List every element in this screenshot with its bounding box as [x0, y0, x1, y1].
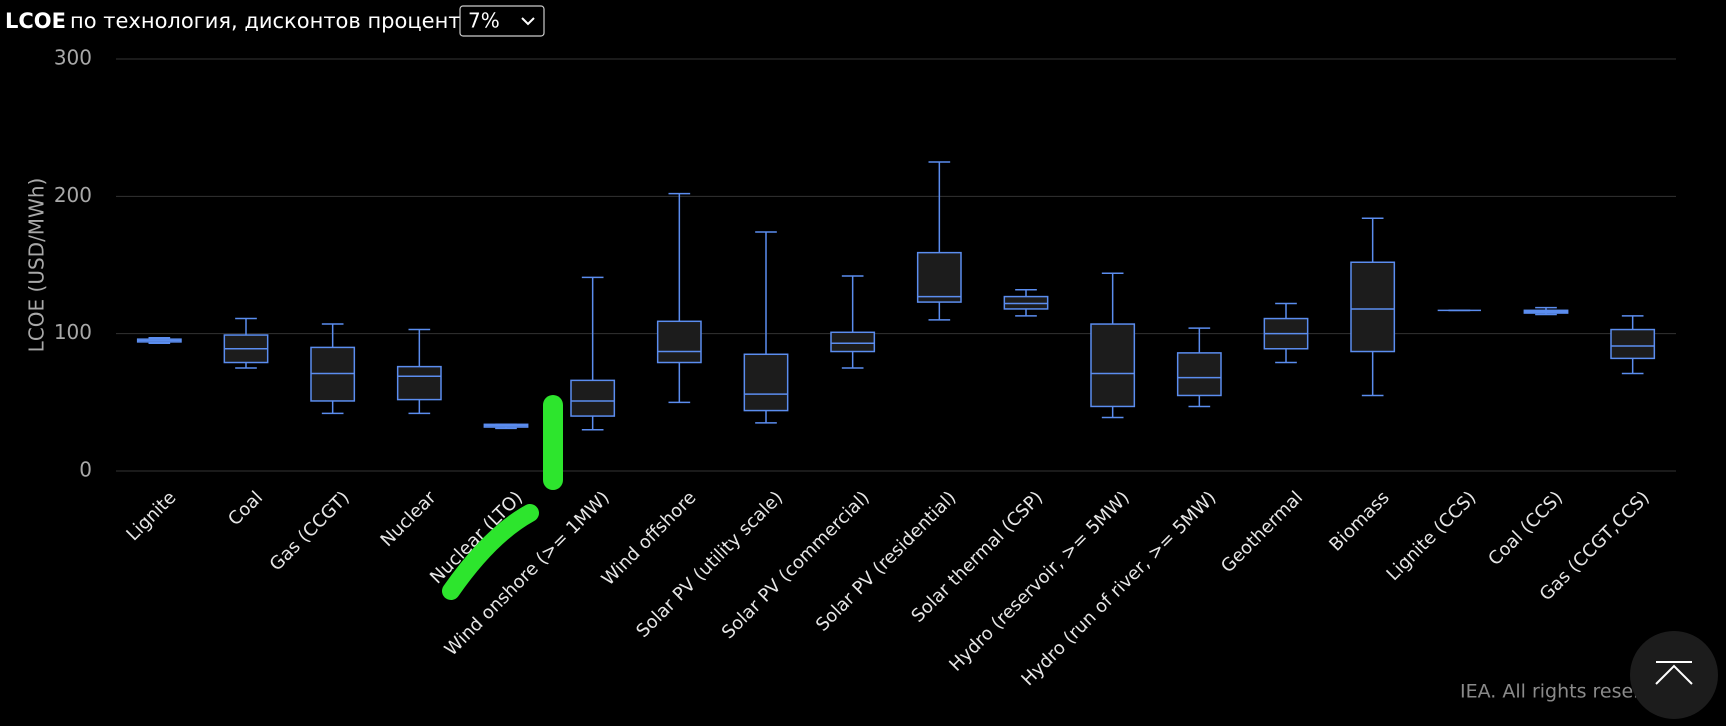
scroll-top-icon[interactable] [1655, 661, 1693, 685]
y-tick-label: 200 [54, 183, 92, 207]
box [1610, 328, 1656, 360]
x-tick-label: Lignite [122, 487, 180, 545]
box [916, 251, 962, 303]
y-tick-label: 300 [54, 46, 92, 70]
y-axis-label: LCOE (USD/MWh) [25, 178, 49, 353]
box [1176, 352, 1222, 397]
x-tick-label: Solar PV (residential) [812, 487, 960, 635]
footer-credit: IEA. All rights reserved. [1460, 681, 1682, 703]
dropdown-value[interactable]: 7% [468, 9, 500, 33]
title-bold: LCOE [5, 9, 66, 33]
x-tick-label: Nuclear [377, 487, 441, 551]
scroll-top-circle[interactable] [1630, 631, 1718, 719]
y-tick-label: 100 [54, 320, 92, 344]
x-tick-label: Hydro (run of river, >= 5MW) [1017, 487, 1220, 690]
x-tick-label: Coal [224, 487, 267, 530]
dropdown[interactable]: 7% [459, 5, 545, 37]
x-tick-label: Coal (CCS) [1484, 487, 1567, 570]
y-tick-label: 0 [79, 458, 92, 482]
x-tick-label: Solar PV (commercial) [718, 487, 874, 643]
box [656, 320, 702, 364]
dropdown-box[interactable] [459, 5, 545, 37]
x-tick-label: Gas (CCGT) [266, 487, 354, 575]
dropdown-arrow[interactable] [521, 17, 535, 26]
annotation-scribble [442, 504, 539, 600]
title: по технология, дисконтов процент от [70, 9, 492, 33]
x-tick-label: Geothermal [1217, 487, 1307, 577]
x-tick-label: Lignite (CCS) [1383, 487, 1481, 585]
x-tick-label: Solar PV (utility scale) [632, 487, 787, 642]
box [1350, 261, 1396, 353]
scroll-top-button[interactable] [1630, 631, 1718, 719]
box [396, 365, 442, 401]
box [570, 379, 616, 417]
box [830, 331, 876, 353]
box [743, 353, 789, 412]
x-tick-label: Hydro (reservoir, >= 5MW) [945, 487, 1133, 675]
x-tick-label: Biomass [1325, 487, 1393, 555]
box [1090, 323, 1136, 408]
